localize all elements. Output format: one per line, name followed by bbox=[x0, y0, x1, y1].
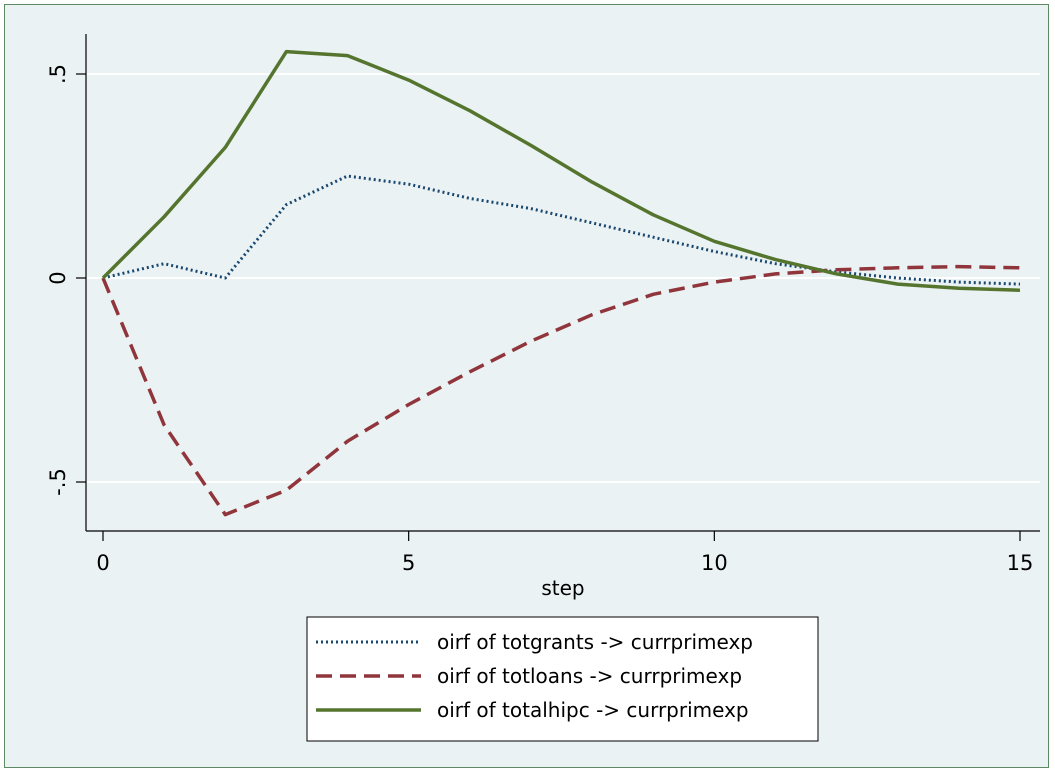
legend-items: oirf of totgrants -> currprimexp oirf of … bbox=[316, 630, 753, 722]
x-tick-label: 5 bbox=[402, 551, 415, 575]
legend-label-3: oirf of totalhipc -> currprimexp bbox=[437, 698, 749, 722]
legend-box bbox=[306, 616, 819, 742]
legend: oirf of totgrants -> currprimexp oirf of … bbox=[306, 616, 819, 742]
series-line-2 bbox=[101, 264, 1021, 517]
series-lines bbox=[101, 49, 1021, 517]
legend-label-1: oirf of totgrants -> currprimexp bbox=[437, 630, 753, 654]
y-tick-label: -.5 bbox=[46, 468, 70, 496]
x-ticks: 0 5 10 15 bbox=[96, 531, 1033, 575]
y-tick-label: 0 bbox=[46, 271, 70, 284]
series-line-1 bbox=[102, 174, 1021, 286]
series-line-3 bbox=[101, 49, 1021, 292]
x-tick-label: 15 bbox=[1007, 551, 1034, 575]
legend-label-2: oirf of totloans -> currprimexp bbox=[437, 664, 742, 688]
y-ticks: -.5 0 .5 bbox=[46, 64, 86, 496]
grid-lines bbox=[87, 73, 1040, 483]
x-tick-label: 0 bbox=[96, 551, 109, 575]
x-tick-label: 10 bbox=[701, 551, 728, 575]
y-tick-label: .5 bbox=[46, 64, 70, 84]
x-axis-title: step bbox=[541, 576, 584, 600]
